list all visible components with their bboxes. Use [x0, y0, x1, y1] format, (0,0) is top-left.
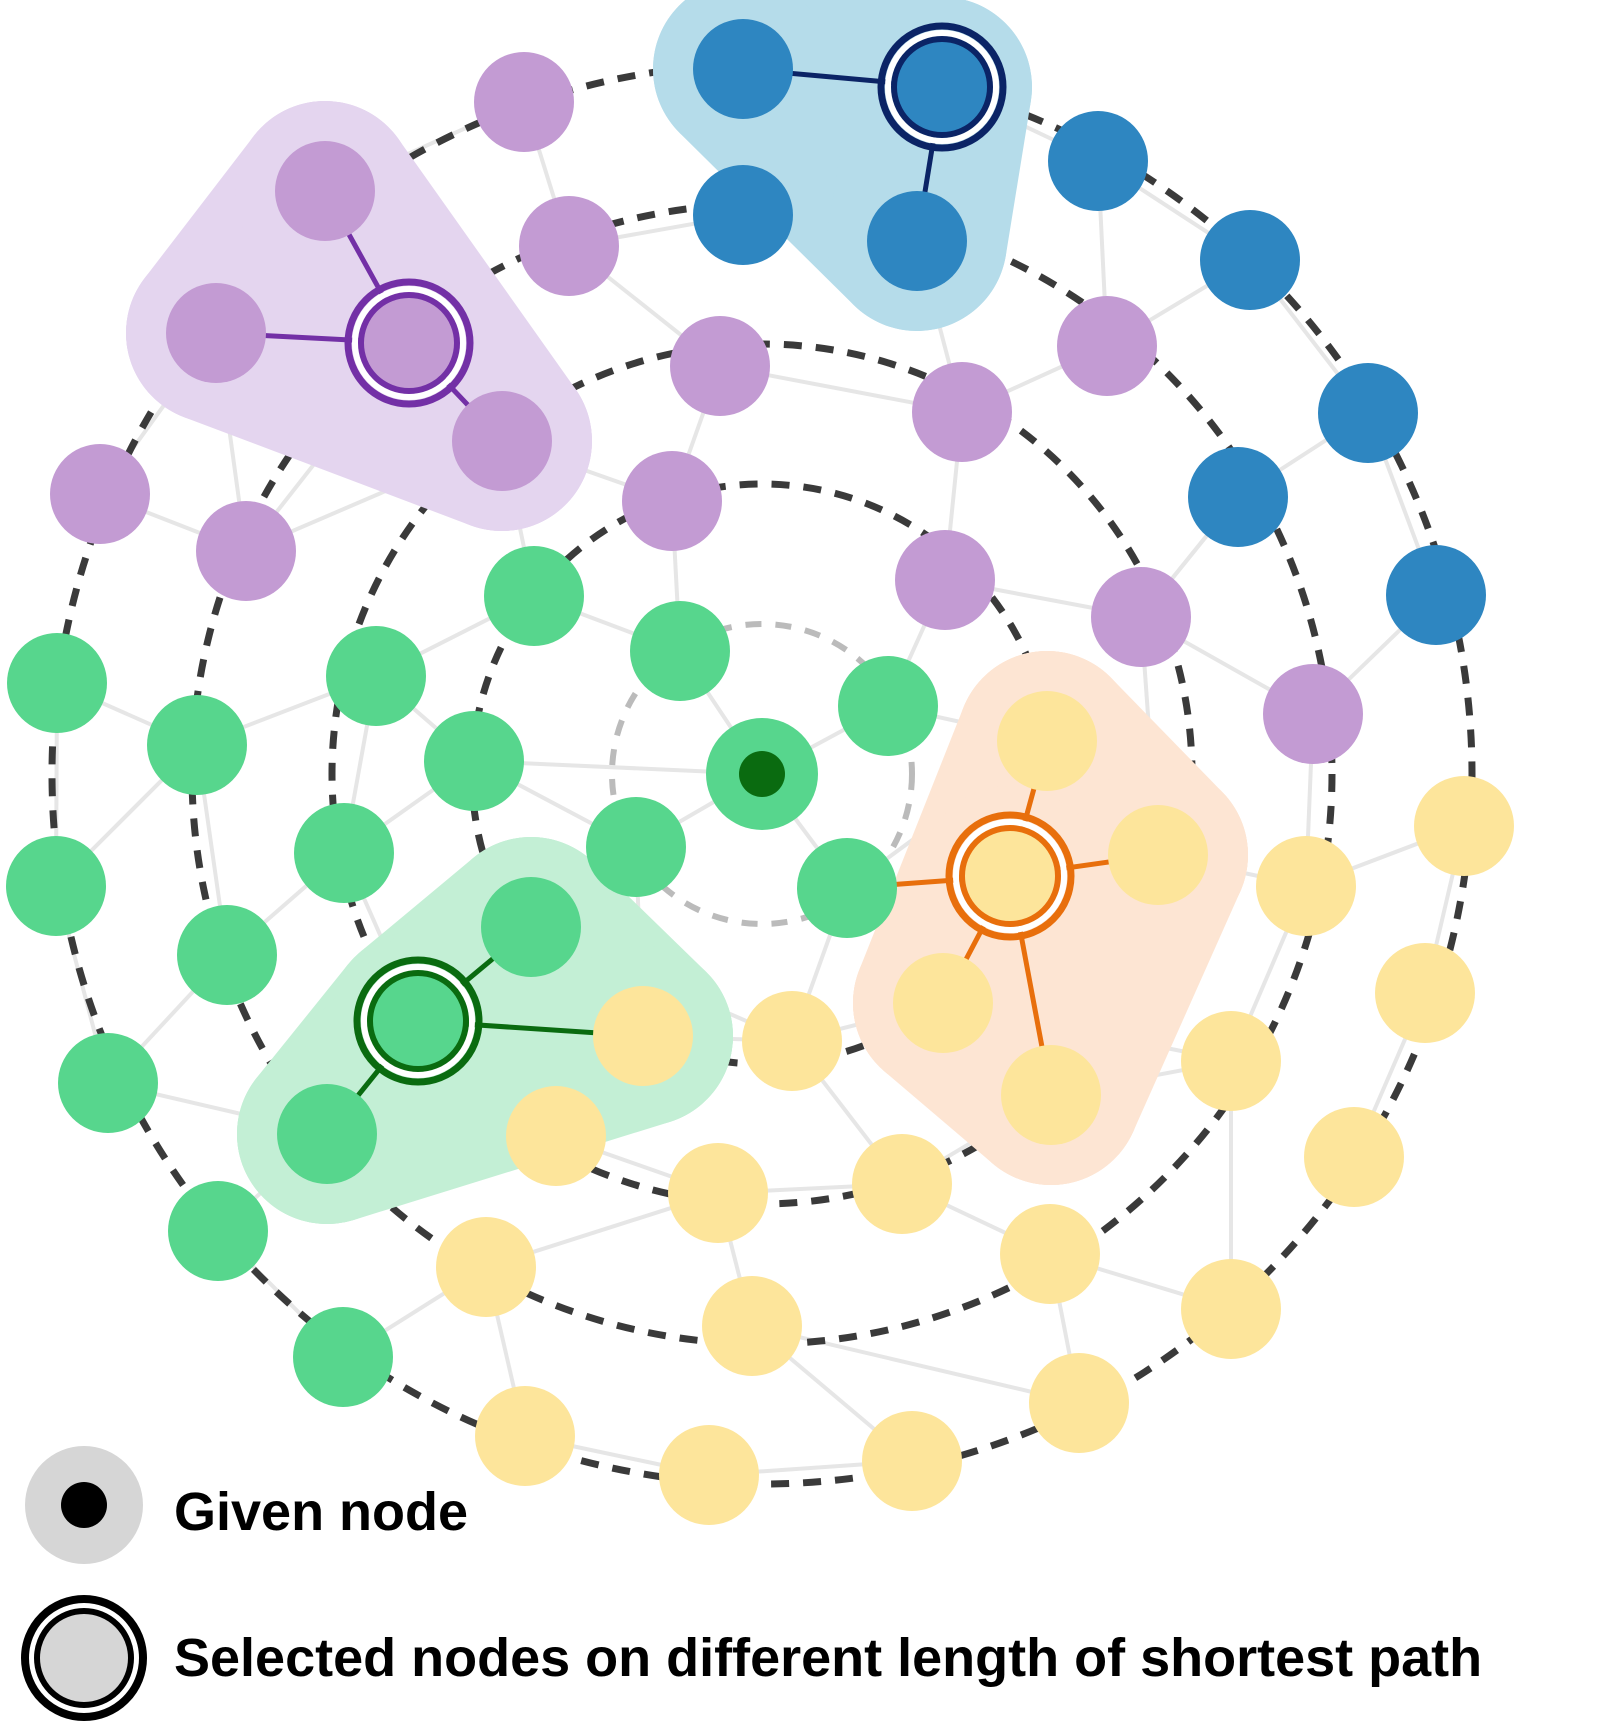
selected-orange-node-ring-gap [953, 819, 1067, 933]
yellow-node [1181, 1011, 1281, 1111]
purple-node [895, 530, 995, 630]
blue-node [693, 19, 793, 119]
purple-node [196, 501, 296, 601]
green-node [838, 656, 938, 756]
purple-node [1057, 296, 1157, 396]
green-node [277, 1084, 377, 1184]
selected-nodes-legend-label: Selected nodes on different length of sh… [174, 1628, 1483, 1688]
green-node [168, 1181, 268, 1281]
blue-node [1200, 210, 1300, 310]
legend-given-node-dot [61, 1482, 107, 1528]
yellow-node [1000, 1204, 1100, 1304]
green-node [147, 695, 247, 795]
purple-node [452, 391, 552, 491]
green-node [797, 838, 897, 938]
selected-purple-node-ring-gap [352, 286, 466, 400]
purple-node [166, 283, 266, 383]
given-node-center [739, 751, 785, 797]
yellow-node [1108, 805, 1208, 905]
purple-node [1263, 664, 1363, 764]
purple-node [622, 451, 722, 551]
yellow-node [659, 1425, 759, 1525]
green-node [7, 633, 107, 733]
green-node [294, 803, 394, 903]
legend-selected-node-gap [30, 1604, 138, 1712]
yellow-node [1375, 943, 1475, 1043]
yellow-node [1414, 776, 1514, 876]
selected-blue-node-ring [877, 22, 1007, 152]
green-node [368, 971, 468, 1071]
yellow-node [668, 1143, 768, 1243]
green-node [484, 546, 584, 646]
purple-node [912, 362, 1012, 462]
purple-node [1091, 567, 1191, 667]
purple-node [519, 196, 619, 296]
green-node [293, 1307, 393, 1407]
blue-node [867, 191, 967, 291]
yellow-node [436, 1217, 536, 1317]
blue-node [1048, 111, 1148, 211]
selected-green-node-ring [353, 956, 483, 1086]
blue-node [693, 165, 793, 265]
yellow-node [742, 991, 842, 1091]
selected-orange-node-ring-inner [959, 825, 1061, 927]
yellow-node [506, 1086, 606, 1186]
yellow-node [1304, 1107, 1404, 1207]
distance-ring-3 [188, 200, 1336, 1348]
blue-node [1386, 545, 1486, 645]
green-node [481, 877, 581, 977]
legend-selected-node-inner [34, 1608, 134, 1708]
yellow-node [1029, 1353, 1129, 1453]
selected-purple-node-ring-inner [358, 292, 460, 394]
blue-node [892, 37, 992, 137]
green-node [630, 601, 730, 701]
green-node [177, 905, 277, 1005]
blue-node [1318, 363, 1418, 463]
purple-node [474, 52, 574, 152]
selected-blue-node-ring-inner [891, 36, 993, 138]
yellow-node [960, 826, 1060, 926]
blue-node [1188, 447, 1288, 547]
green-node [586, 797, 686, 897]
green-node [58, 1033, 158, 1133]
yellow-node [702, 1276, 802, 1376]
purple-node [275, 141, 375, 241]
yellow-node [997, 691, 1097, 791]
green-node [424, 711, 524, 811]
yellow-node [593, 986, 693, 1086]
selected-orange-node-ring [945, 811, 1075, 941]
yellow-node [852, 1134, 952, 1234]
yellow-node [1181, 1259, 1281, 1359]
inner-ring [609, 621, 915, 927]
selected-blue-node-ring-gap [885, 30, 999, 144]
given-node-legend-label: Given node [174, 1482, 469, 1542]
green-node [326, 626, 426, 726]
yellow-node [1256, 836, 1356, 936]
purple-node [670, 316, 770, 416]
selected-green-node-ring-gap [361, 964, 475, 1078]
yellow-node [862, 1411, 962, 1511]
yellow-node [893, 953, 993, 1053]
legend-selected-node-icon [21, 1595, 147, 1721]
selected-purple-node-ring [344, 278, 474, 408]
selected-green-node-ring-inner [367, 970, 469, 1072]
purple-node [359, 293, 459, 393]
yellow-node [1001, 1045, 1101, 1145]
purple-node [50, 444, 150, 544]
edge-line [751, 1324, 1080, 1405]
yellow-node [475, 1386, 575, 1486]
green-node [6, 836, 106, 936]
